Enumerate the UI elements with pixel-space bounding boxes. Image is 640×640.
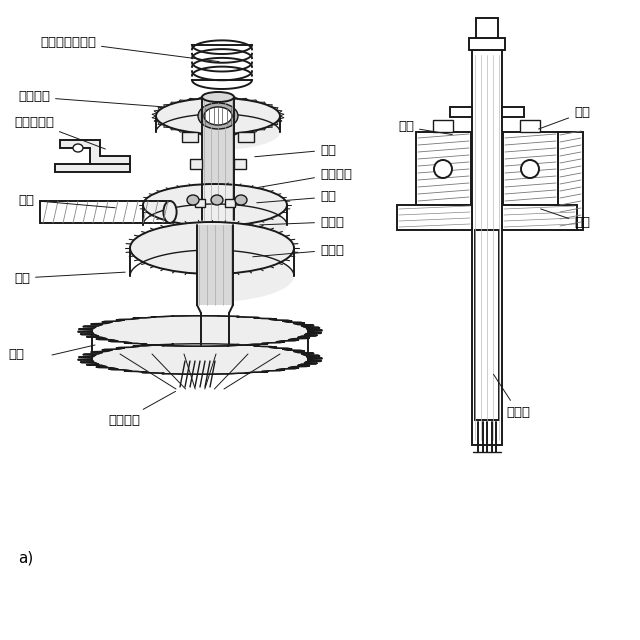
Ellipse shape <box>235 195 247 205</box>
Text: 开口销钉: 开口销钉 <box>108 391 175 426</box>
Bar <box>476 18 498 38</box>
Text: 钢珠: 钢珠 <box>257 191 336 204</box>
Ellipse shape <box>211 195 223 205</box>
Bar <box>182 132 198 142</box>
Text: 嗡合轴: 嗡合轴 <box>253 243 344 257</box>
Polygon shape <box>218 98 280 150</box>
Bar <box>558 132 583 230</box>
Bar <box>450 107 472 117</box>
Bar <box>502 205 577 230</box>
Polygon shape <box>212 222 294 302</box>
Bar <box>202 97 234 220</box>
Ellipse shape <box>202 92 234 102</box>
Ellipse shape <box>198 103 238 129</box>
Bar <box>416 132 471 205</box>
Bar <box>397 205 472 230</box>
Bar <box>469 38 505 50</box>
Bar <box>502 107 524 117</box>
Text: 蜗轮: 蜗轮 <box>541 209 590 230</box>
Polygon shape <box>215 184 287 246</box>
Text: 离合器扣钩: 离合器扣钩 <box>14 115 106 149</box>
Bar <box>197 225 233 305</box>
Bar <box>225 199 235 207</box>
Bar <box>433 120 453 132</box>
Text: 销钉: 销钉 <box>255 143 336 157</box>
Bar <box>190 159 202 169</box>
Text: a): a) <box>18 550 33 566</box>
Ellipse shape <box>187 195 199 205</box>
Bar <box>210 132 226 142</box>
Text: 上离合块: 上离合块 <box>18 90 162 107</box>
Ellipse shape <box>143 184 287 226</box>
Text: 离合器压缩弹簧: 离合器压缩弹簧 <box>40 35 220 61</box>
Bar <box>234 159 246 169</box>
Polygon shape <box>60 140 130 164</box>
Bar <box>472 50 502 445</box>
Bar <box>195 199 205 207</box>
Text: 下离: 下离 <box>539 106 590 129</box>
Ellipse shape <box>130 222 294 274</box>
Text: 销子: 销子 <box>398 120 452 134</box>
Text: 齿轮: 齿轮 <box>8 349 24 362</box>
Polygon shape <box>55 164 130 172</box>
Text: 下离合块: 下离合块 <box>258 168 352 188</box>
Bar <box>475 230 499 420</box>
Bar <box>520 120 540 132</box>
Ellipse shape <box>73 144 83 152</box>
Text: 蜗轮: 蜗轮 <box>14 271 125 285</box>
Bar <box>238 132 254 142</box>
Ellipse shape <box>163 201 177 223</box>
Polygon shape <box>78 316 322 346</box>
Polygon shape <box>78 344 322 374</box>
Text: 弹簧片: 弹簧片 <box>260 216 344 228</box>
Text: 蜗杆: 蜗杆 <box>18 193 115 208</box>
Bar <box>503 132 558 205</box>
Ellipse shape <box>204 107 232 125</box>
Ellipse shape <box>156 98 280 134</box>
Ellipse shape <box>434 160 452 178</box>
Text: 嗡合轴: 嗡合轴 <box>493 374 530 419</box>
Ellipse shape <box>521 160 539 178</box>
